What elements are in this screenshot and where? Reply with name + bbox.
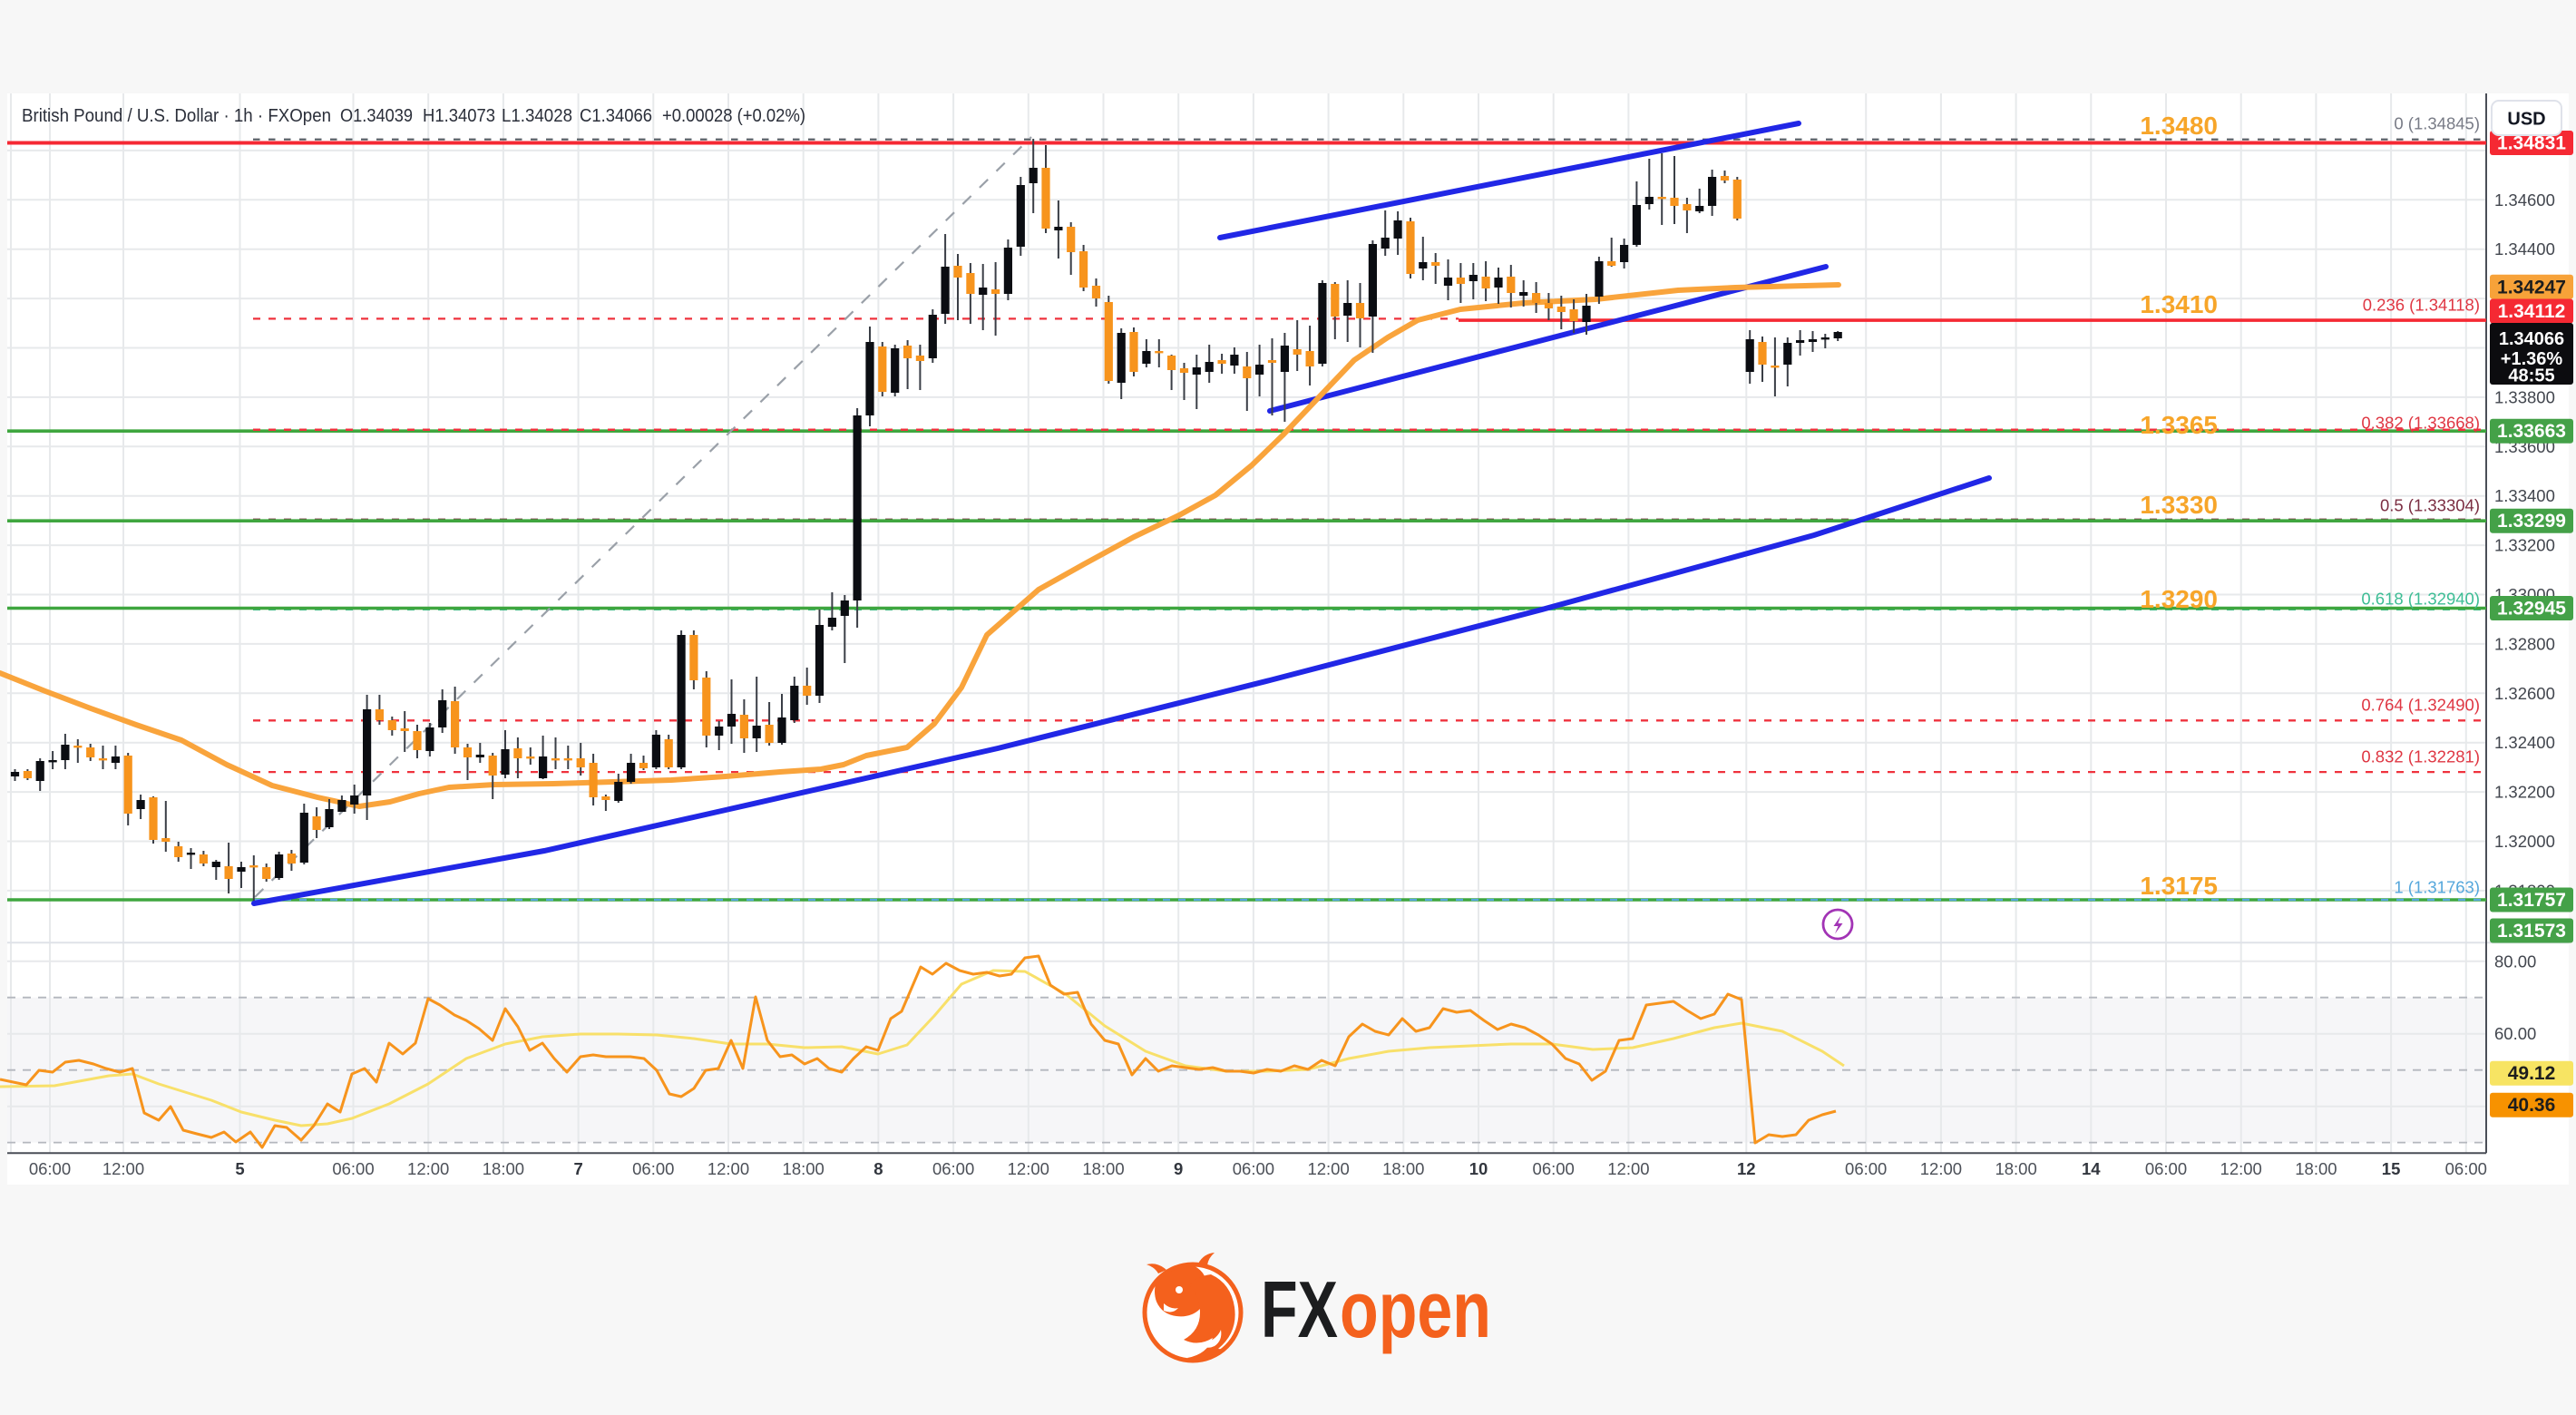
svg-text:0.5 (1.33304): 0.5 (1.33304) bbox=[2380, 496, 2480, 515]
svg-text:USD: USD bbox=[2507, 110, 2545, 130]
svg-text:06:00: 06:00 bbox=[1845, 1159, 1887, 1178]
svg-text:5: 5 bbox=[235, 1159, 244, 1178]
svg-text:8: 8 bbox=[873, 1159, 883, 1178]
svg-text:1.31573: 1.31573 bbox=[2497, 921, 2566, 942]
svg-text:O1.34039: O1.34039 bbox=[340, 106, 413, 126]
svg-text:12:00: 12:00 bbox=[1920, 1159, 1962, 1178]
svg-text:12:00: 12:00 bbox=[707, 1159, 749, 1178]
svg-text:10: 10 bbox=[1469, 1159, 1488, 1178]
svg-text:06:00: 06:00 bbox=[29, 1159, 71, 1178]
svg-text:60.00: 60.00 bbox=[2494, 1024, 2536, 1043]
svg-text:1.31757: 1.31757 bbox=[2497, 890, 2566, 911]
svg-text:1.34600: 1.34600 bbox=[2494, 190, 2555, 210]
svg-text:06:00: 06:00 bbox=[2145, 1159, 2187, 1178]
svg-text:12:00: 12:00 bbox=[1607, 1159, 1649, 1178]
svg-text:1.3330: 1.3330 bbox=[2140, 491, 2218, 519]
svg-text:1.32400: 1.32400 bbox=[2494, 733, 2555, 752]
svg-text:06:00: 06:00 bbox=[1233, 1159, 1274, 1178]
svg-text:1.3175: 1.3175 bbox=[2140, 872, 2218, 900]
svg-text:12: 12 bbox=[1737, 1159, 1756, 1178]
svg-text:British Pound / U.S. Dollar ·: British Pound / U.S. Dollar · 1h · FXOpe… bbox=[22, 106, 331, 126]
svg-text:open: open bbox=[1340, 1264, 1491, 1354]
svg-text:18:00: 18:00 bbox=[783, 1159, 825, 1178]
svg-text:06:00: 06:00 bbox=[1533, 1159, 1575, 1178]
svg-text:7: 7 bbox=[573, 1159, 582, 1178]
svg-text:1.34247: 1.34247 bbox=[2497, 277, 2566, 298]
svg-text:1.34066: 1.34066 bbox=[2499, 329, 2564, 349]
svg-text:15: 15 bbox=[2382, 1159, 2401, 1178]
svg-text:0.618 (1.32940): 0.618 (1.32940) bbox=[2361, 590, 2480, 609]
svg-text:1.33200: 1.33200 bbox=[2494, 536, 2555, 555]
svg-text:0.764 (1.32490): 0.764 (1.32490) bbox=[2361, 696, 2480, 715]
svg-text:18:00: 18:00 bbox=[1082, 1159, 1124, 1178]
svg-text:H1.34073: H1.34073 bbox=[423, 106, 495, 126]
svg-text:12:00: 12:00 bbox=[102, 1159, 144, 1178]
svg-text:1.32945: 1.32945 bbox=[2497, 599, 2566, 620]
svg-text:1.34400: 1.34400 bbox=[2494, 239, 2555, 259]
svg-text:1.3410: 1.3410 bbox=[2140, 290, 2218, 318]
svg-text:12:00: 12:00 bbox=[1307, 1159, 1349, 1178]
svg-text:12:00: 12:00 bbox=[407, 1159, 449, 1178]
svg-text:06:00: 06:00 bbox=[632, 1159, 674, 1178]
svg-text:FX: FX bbox=[1261, 1264, 1338, 1354]
svg-text:0.832 (1.32281): 0.832 (1.32281) bbox=[2361, 747, 2480, 766]
svg-text:1.32600: 1.32600 bbox=[2494, 684, 2555, 703]
svg-text:1 (1.31763): 1 (1.31763) bbox=[2394, 878, 2480, 897]
svg-text:0.236 (1.34118): 0.236 (1.34118) bbox=[2363, 296, 2480, 315]
svg-text:L1.34028: L1.34028 bbox=[502, 106, 572, 126]
svg-text:0.382 (1.33668): 0.382 (1.33668) bbox=[2361, 414, 2480, 433]
svg-text:18:00: 18:00 bbox=[1382, 1159, 1424, 1178]
svg-text:40.36: 40.36 bbox=[2508, 1095, 2556, 1116]
svg-text:48:55: 48:55 bbox=[2508, 366, 2554, 386]
svg-text:1.32000: 1.32000 bbox=[2494, 832, 2555, 851]
svg-text:49.12: 49.12 bbox=[2508, 1063, 2556, 1084]
svg-text:1.34831: 1.34831 bbox=[2497, 133, 2566, 154]
svg-text:1.33400: 1.33400 bbox=[2494, 486, 2555, 505]
svg-text:18:00: 18:00 bbox=[483, 1159, 524, 1178]
svg-text:18:00: 18:00 bbox=[1995, 1159, 2036, 1178]
svg-text:1.33800: 1.33800 bbox=[2494, 387, 2555, 406]
svg-text:12:00: 12:00 bbox=[2220, 1159, 2262, 1178]
svg-text:80.00: 80.00 bbox=[2494, 951, 2536, 971]
svg-text:18:00: 18:00 bbox=[2295, 1159, 2337, 1178]
svg-text:1.3365: 1.3365 bbox=[2140, 411, 2218, 439]
svg-text:+0.00028 (+0.02%): +0.00028 (+0.02%) bbox=[662, 106, 805, 126]
svg-text:06:00: 06:00 bbox=[2445, 1159, 2487, 1178]
svg-text:1.32800: 1.32800 bbox=[2494, 634, 2555, 653]
svg-text:1.3480: 1.3480 bbox=[2140, 112, 2218, 140]
svg-text:1.32200: 1.32200 bbox=[2494, 783, 2555, 802]
svg-text:06:00: 06:00 bbox=[332, 1159, 374, 1178]
svg-text:14: 14 bbox=[2082, 1159, 2101, 1178]
svg-text:C1.34066: C1.34066 bbox=[580, 106, 652, 126]
svg-text:1.3290: 1.3290 bbox=[2140, 585, 2218, 613]
svg-text:1.33663: 1.33663 bbox=[2497, 421, 2566, 442]
svg-text:1.34112: 1.34112 bbox=[2498, 301, 2566, 322]
svg-text:06:00: 06:00 bbox=[932, 1159, 974, 1178]
svg-text:9: 9 bbox=[1174, 1159, 1183, 1178]
svg-text:12:00: 12:00 bbox=[1008, 1159, 1049, 1178]
svg-text:1.33299: 1.33299 bbox=[2497, 511, 2566, 532]
svg-text:+1.36%: +1.36% bbox=[2501, 349, 2563, 369]
svg-text:0 (1.34845): 0 (1.34845) bbox=[2394, 113, 2480, 132]
